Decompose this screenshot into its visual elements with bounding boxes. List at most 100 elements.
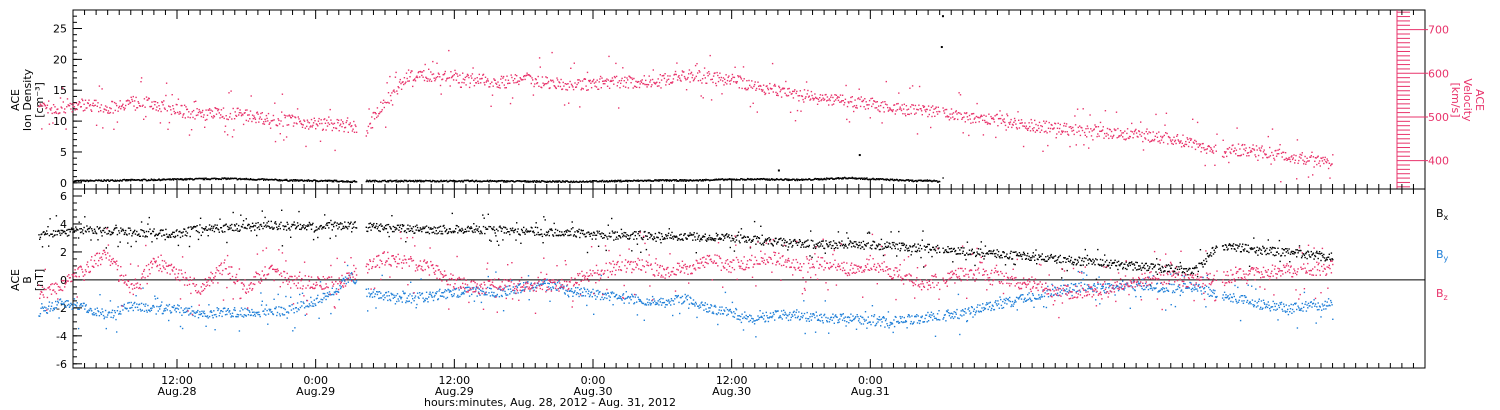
velocity-point-group-point bbox=[788, 87, 790, 90]
velocity-point-group-point bbox=[1099, 130, 1101, 132]
density-point-group-point bbox=[504, 181, 506, 183]
velocity-point-group-point bbox=[1223, 151, 1226, 153]
velocity-point-group-point bbox=[245, 119, 247, 122]
bx-point-group-point bbox=[252, 226, 254, 228]
bx-point-group-point bbox=[231, 223, 233, 226]
bx-point-group-point bbox=[1176, 268, 1179, 271]
velocity-point-group-point bbox=[343, 130, 345, 133]
velocity-point-group-point bbox=[651, 78, 654, 81]
velocity-point-group-point bbox=[868, 104, 870, 106]
bx-point-group-point bbox=[46, 233, 49, 235]
velocity-point-group-point bbox=[736, 81, 738, 83]
velocity-point-group-point bbox=[973, 118, 975, 120]
bx-point-group-point bbox=[1057, 257, 1059, 259]
bx-point-group-point bbox=[146, 236, 148, 238]
bx-point-group-point bbox=[694, 236, 696, 238]
density-point-group-point bbox=[373, 179, 375, 182]
velocity-point-group-point bbox=[611, 77, 614, 79]
velocity-ytick-label: 400 bbox=[1428, 155, 1449, 168]
bx-point-group-point bbox=[572, 227, 574, 229]
bx-point-group-point bbox=[713, 238, 715, 240]
bx-point-group-point bbox=[1087, 259, 1089, 261]
bx-point-group-point bbox=[235, 229, 237, 231]
velocity-point-group-point bbox=[658, 81, 661, 84]
velocity-point-group-point bbox=[1010, 118, 1012, 121]
bx-point-group-point bbox=[1126, 264, 1129, 266]
bx-point-group-point bbox=[1237, 247, 1239, 249]
velocity-point-group-point bbox=[1031, 122, 1033, 124]
bx-point-group-point bbox=[814, 246, 816, 248]
velocity-point-group-point bbox=[1092, 129, 1095, 131]
velocity-point-group-point bbox=[588, 79, 590, 82]
velocity-point-group-point bbox=[740, 76, 742, 79]
velocity-point-group-point bbox=[841, 100, 843, 102]
bx-point-group-point bbox=[1095, 278, 1098, 280]
bx-point-group-point bbox=[866, 232, 869, 234]
bx-point-group-point bbox=[1113, 261, 1116, 264]
velocity-point-group-point bbox=[206, 118, 208, 121]
bx-point-group-point bbox=[458, 230, 460, 232]
density-point-group-point bbox=[400, 179, 402, 182]
bx-point-group-point bbox=[1278, 253, 1280, 255]
bx-point-group-point bbox=[304, 227, 306, 229]
bx-point-group-point bbox=[348, 225, 350, 228]
velocity-point-group-point bbox=[597, 88, 600, 90]
velocity-point-group-point bbox=[753, 83, 756, 86]
velocity-point-group-point bbox=[166, 110, 168, 112]
density-point-group-point bbox=[456, 180, 458, 183]
bx-point-group-point bbox=[213, 225, 215, 228]
bx-point-group-point bbox=[260, 223, 262, 226]
velocity-point-group-point bbox=[688, 69, 691, 71]
velocity-point-group-point bbox=[621, 77, 623, 80]
bx-point-group-point bbox=[272, 228, 275, 230]
density-point-group-point bbox=[865, 178, 867, 180]
velocity-point-group-point bbox=[755, 89, 757, 91]
bx-point-group-point bbox=[979, 248, 982, 250]
bx-point-group-point bbox=[1234, 248, 1236, 250]
field-ytick-label: -6 bbox=[56, 358, 67, 371]
velocity-point-group-point bbox=[873, 100, 876, 103]
bx-point-group-point bbox=[1096, 259, 1098, 261]
density-point-group-point bbox=[785, 178, 788, 180]
velocity-point-group-point bbox=[1137, 136, 1139, 138]
velocity-point-group-point bbox=[1064, 131, 1066, 133]
velocity-point-group-point bbox=[604, 83, 606, 85]
bx-point-group-point bbox=[719, 237, 721, 239]
velocity-point-group-point bbox=[698, 70, 700, 72]
velocity-point-group-point bbox=[1230, 148, 1233, 150]
field-ytick-label: 4 bbox=[60, 218, 67, 231]
velocity-point-group-point bbox=[619, 87, 621, 89]
velocity-point-group-point bbox=[835, 94, 838, 96]
bx-point-group-point bbox=[737, 231, 740, 233]
velocity-point-group-point bbox=[858, 88, 860, 90]
velocity-point-group-point bbox=[269, 127, 272, 129]
velocity-point-group-point bbox=[826, 100, 828, 102]
velocity-point-group-point bbox=[69, 102, 71, 105]
bx-point-group-point bbox=[1239, 243, 1241, 245]
density-point-group-point bbox=[204, 178, 206, 181]
bx-point-group-point bbox=[1121, 262, 1123, 264]
bx-point-group-point bbox=[423, 227, 426, 229]
velocity-point-group-point bbox=[48, 123, 51, 125]
bx-point-group-point bbox=[647, 238, 649, 240]
density-point-group-point bbox=[446, 179, 448, 182]
density-point-group-point bbox=[682, 180, 684, 182]
velocity-point-group-point bbox=[46, 106, 48, 109]
velocity-point-group-point bbox=[54, 106, 56, 108]
velocity-point-group-point bbox=[479, 78, 481, 80]
velocity-point-group-point bbox=[1265, 153, 1267, 156]
bx-point-group-point bbox=[260, 225, 263, 227]
bx-point-group-point bbox=[1267, 239, 1269, 241]
bx-point-group-point bbox=[699, 240, 701, 242]
density-point-group-point bbox=[415, 180, 417, 182]
density-point-group-point bbox=[602, 179, 604, 182]
velocity-point-group-point bbox=[283, 114, 286, 116]
velocity-point-group-point bbox=[76, 108, 78, 111]
bx-point-group-point bbox=[287, 223, 289, 225]
bx-point-group-point bbox=[1244, 248, 1246, 250]
velocity-point-group-point bbox=[885, 80, 887, 83]
velocity-point-group-point bbox=[844, 98, 847, 100]
bx-point-group-point bbox=[584, 233, 586, 235]
velocity-point-group-point bbox=[120, 105, 123, 108]
velocity-point-group-point bbox=[487, 80, 489, 82]
